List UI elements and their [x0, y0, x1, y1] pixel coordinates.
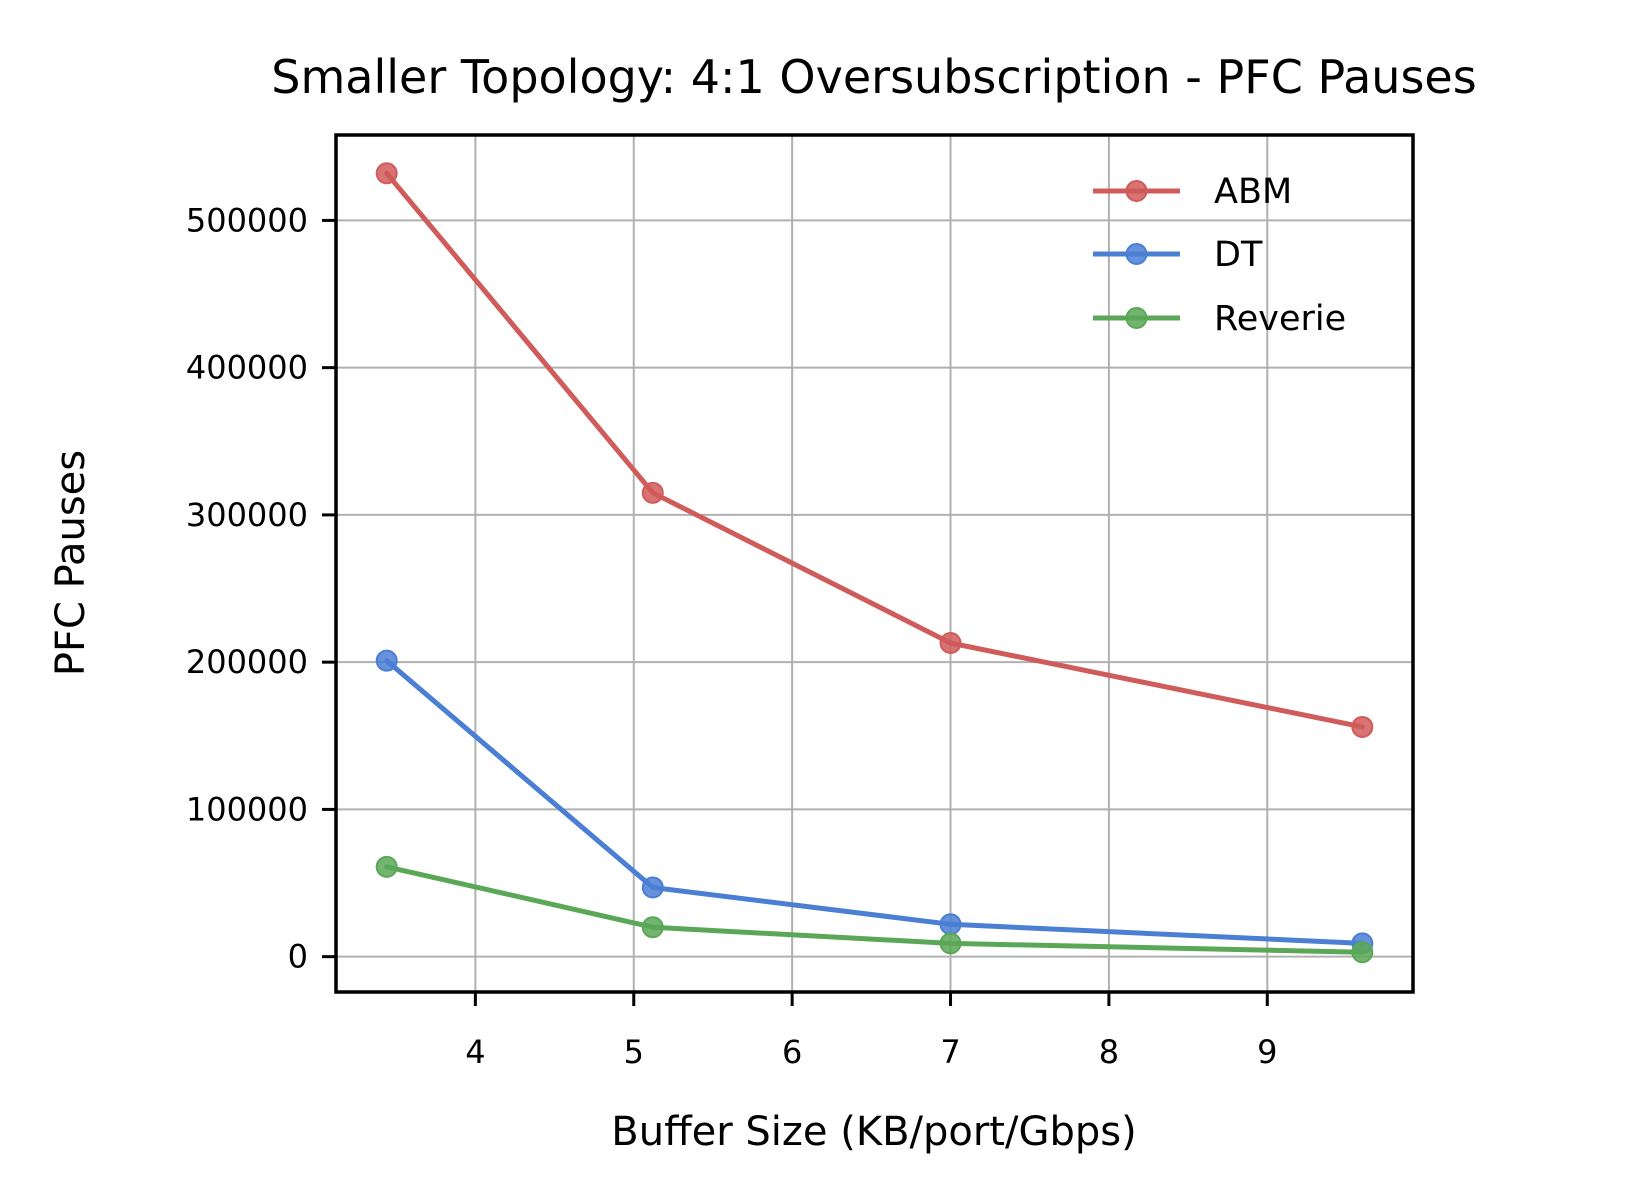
y-tick-label: 300000	[186, 496, 308, 534]
data-point-reverie	[1351, 941, 1374, 964]
x-tick-label: 8	[1099, 1033, 1119, 1071]
data-point-abm	[641, 481, 664, 504]
data-point-abm	[375, 162, 398, 185]
data-point-dt	[939, 913, 962, 936]
y-tick-label: 100000	[186, 790, 308, 828]
series-line-reverie	[384, 864, 1365, 955]
x-tick-label: 4	[465, 1033, 485, 1071]
series-line-dt	[384, 658, 1365, 946]
y-tick-label: 400000	[186, 349, 308, 387]
data-point-dt	[375, 649, 398, 672]
chart-title: Smaller Topology: 4:1 Oversubscription -…	[271, 50, 1476, 104]
series-line-abm	[384, 170, 1365, 730]
x-tick-label: 6	[782, 1033, 802, 1071]
data-point-reverie	[375, 855, 398, 878]
axis-ticks: 4 5 6 7 8 9 0 100000 200000 300000 400000 500000	[186, 201, 1278, 1071]
legend-label-abm: ABM	[1214, 172, 1292, 212]
grid	[336, 135, 1413, 992]
data-point-abm	[1351, 715, 1374, 738]
x-tick-label: 5	[624, 1033, 644, 1071]
x-tick-label: 7	[940, 1033, 960, 1071]
y-tick-label: 0	[288, 938, 308, 976]
data-point-abm	[939, 632, 962, 655]
x-tick-label: 9	[1257, 1033, 1277, 1071]
x-axis-label: Buffer Size (KB/port/Gbps)	[611, 1109, 1136, 1155]
data-point-dt	[641, 876, 664, 899]
y-axis-label: PFC Pauses	[48, 450, 94, 676]
legend-label-reverie: Reverie	[1214, 299, 1346, 339]
plot-frame	[334, 133, 1415, 994]
series-layer	[375, 162, 1374, 964]
data-point-reverie	[641, 916, 664, 939]
data-point-reverie	[939, 932, 962, 955]
y-tick-label: 500000	[186, 201, 308, 239]
y-tick-label: 200000	[186, 643, 308, 681]
legend: ABM DT Reverie	[1093, 172, 1346, 339]
legend-label-dt: DT	[1214, 235, 1263, 275]
legend-marker-abm	[1125, 180, 1148, 202]
legend-marker-reverie	[1125, 307, 1148, 329]
legend-marker-dt	[1125, 243, 1148, 265]
